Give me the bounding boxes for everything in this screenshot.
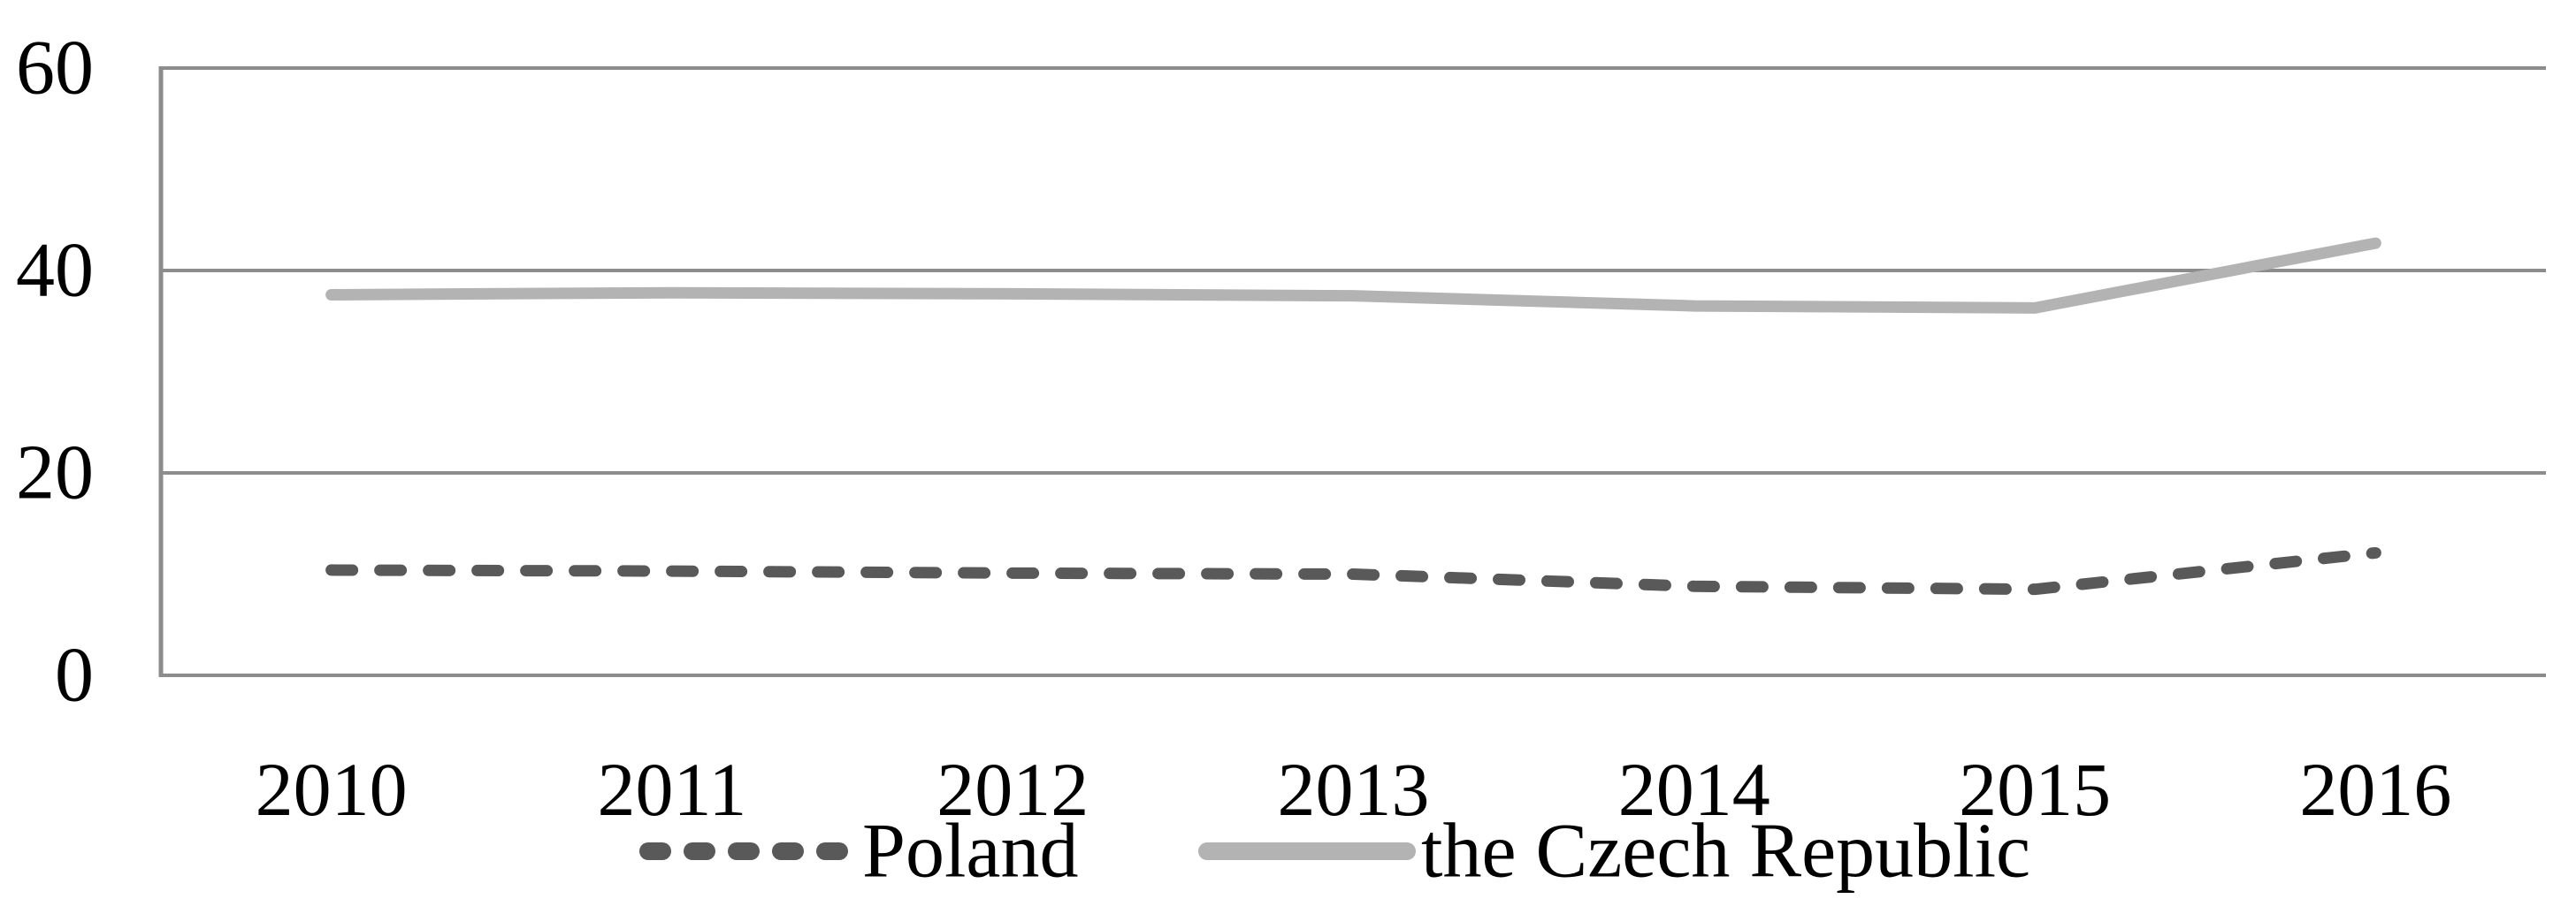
x-tick-labels: 2010 2011 2012 2013 2014 2015 2016 (256, 747, 2452, 832)
x-tick-label: 2016 (2299, 747, 2451, 832)
y-tick-label: 20 (16, 430, 94, 516)
x-tick-label: 2015 (1959, 747, 2111, 832)
series-lines (325, 237, 2381, 596)
legend-label: the Czech Republic (1421, 809, 2030, 895)
y-tick-label: 40 (16, 228, 94, 314)
x-tick-label: 2011 (598, 747, 747, 832)
x-tick-label: 2013 (1278, 747, 1430, 832)
legend: Poland the Czech Republic (639, 809, 2030, 895)
series-line-poland (325, 546, 2381, 596)
legend-label: Poland (862, 809, 1078, 895)
y-tick-label: 60 (16, 26, 94, 111)
x-tick-label: 2012 (936, 747, 1089, 832)
series-line-the-czech-republic (325, 237, 2381, 314)
y-tick-labels: 0 20 40 60 (16, 26, 94, 719)
x-tick-label: 2014 (1618, 747, 1770, 832)
gridlines (161, 66, 2546, 677)
y-tick-label: 0 (55, 633, 94, 719)
x-tick-label: 2010 (256, 747, 408, 832)
